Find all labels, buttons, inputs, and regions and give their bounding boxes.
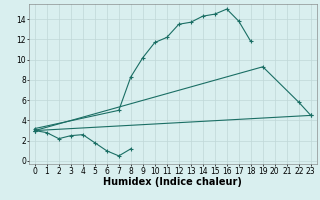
- X-axis label: Humidex (Indice chaleur): Humidex (Indice chaleur): [103, 177, 242, 187]
